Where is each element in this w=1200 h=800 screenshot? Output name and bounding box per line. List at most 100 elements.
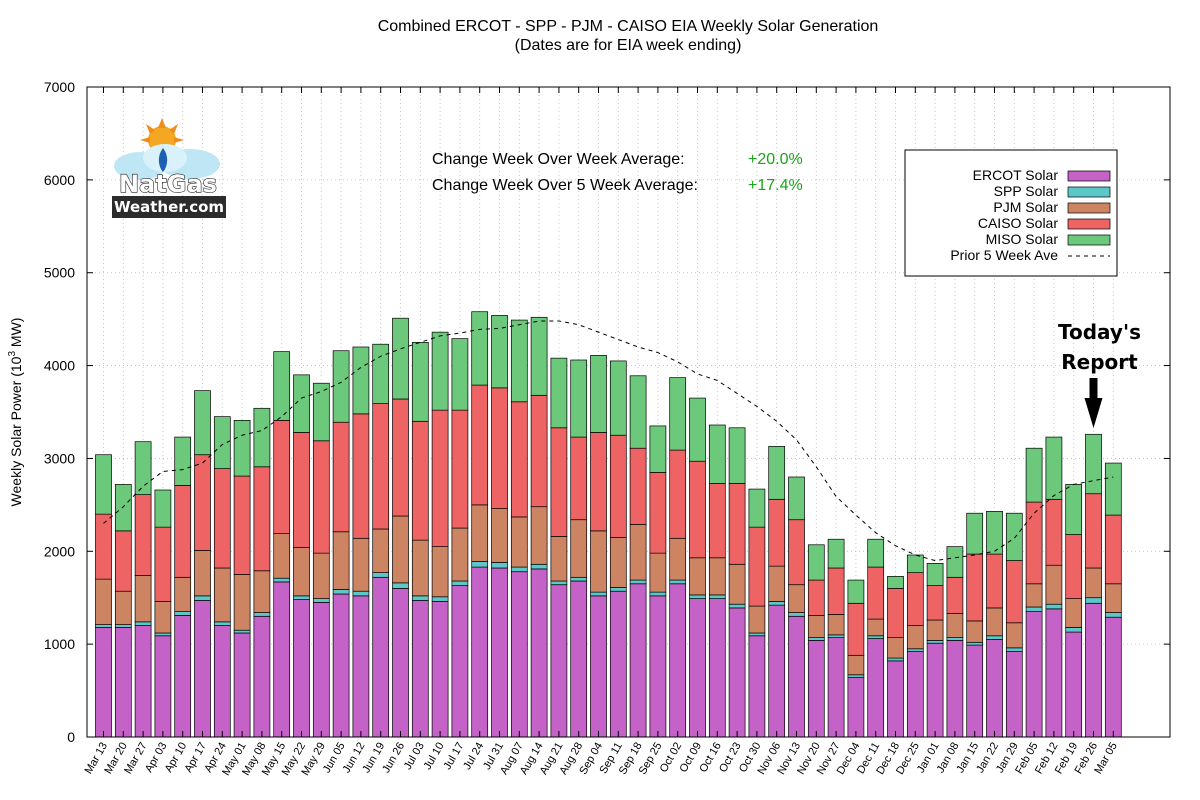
bar-ercot-solar — [1005, 651, 1023, 738]
bar-pjm-solar — [332, 531, 350, 590]
bar-spp-solar — [312, 598, 330, 603]
bar-caiso-solar — [213, 468, 231, 569]
bar-miso-solar — [392, 317, 409, 400]
bar-miso-solar — [1065, 484, 1083, 535]
bar-pjm-solar — [1104, 583, 1122, 613]
bar-pjm-solar — [312, 552, 330, 599]
bar-ercot-solar — [649, 595, 667, 738]
bar-caiso-solar — [1045, 498, 1063, 566]
bar-miso-solar — [273, 351, 291, 421]
bar-miso-solar — [293, 374, 310, 433]
bar-ercot-solar — [609, 590, 627, 738]
bar-spp-solar — [966, 641, 984, 646]
five-week-change-value: +17.4% — [748, 177, 803, 194]
bar-caiso-solar — [1085, 493, 1102, 569]
todays-report-line1: Today's — [1058, 320, 1141, 344]
bar-pjm-solar — [847, 654, 865, 676]
bar-spp-solar — [1104, 612, 1122, 618]
bar-spp-solar — [550, 580, 568, 586]
bar-pjm-solar — [233, 574, 251, 631]
bar-ercot-solar — [807, 640, 825, 738]
bar-pjm-solar — [253, 570, 271, 613]
bar-caiso-solar — [332, 421, 350, 533]
bar-pjm-solar — [669, 537, 687, 581]
bar-pjm-solar — [1005, 622, 1023, 649]
bar-miso-solar — [946, 546, 964, 578]
y-tick-label: 3000 — [44, 450, 75, 466]
bar-spp-solar — [609, 587, 627, 592]
bar-caiso-solar — [174, 485, 192, 578]
bar-miso-solar — [1025, 447, 1043, 503]
bar-caiso-solar — [253, 466, 271, 572]
bar-caiso-solar — [768, 498, 786, 567]
bar-caiso-solar — [530, 394, 548, 508]
bar-spp-solar — [669, 579, 687, 585]
bar-spp-solar — [768, 601, 786, 606]
bar-caiso-solar — [570, 436, 588, 521]
bar-pjm-solar — [966, 620, 984, 643]
bar-miso-solar — [372, 343, 390, 404]
bar-miso-solar — [966, 512, 984, 555]
bar-pjm-solar — [570, 519, 588, 578]
bar-pjm-solar — [273, 533, 291, 579]
bar-caiso-solar — [114, 530, 132, 592]
bar-spp-solar — [867, 635, 885, 639]
bar-pjm-solar — [926, 619, 944, 641]
y-tick-label: 4000 — [44, 358, 75, 374]
bar-ercot-solar — [411, 600, 429, 738]
bar-miso-solar — [491, 315, 508, 389]
bar-ercot-solar — [689, 598, 706, 738]
bar-spp-solar — [887, 657, 904, 662]
bar-ercot-solar — [748, 635, 766, 738]
bar-ercot-solar — [728, 607, 746, 738]
bar-ercot-solar — [966, 644, 984, 738]
bar-pjm-solar — [471, 504, 489, 562]
bar-ercot-solar — [491, 567, 508, 738]
bar-ercot-solar — [530, 568, 548, 738]
y-tick-label: 2000 — [44, 543, 75, 559]
bar-ercot-solar — [134, 625, 152, 738]
bar-ercot-solar — [629, 583, 647, 738]
bar-ercot-solar — [926, 642, 944, 738]
bar-pjm-solar — [1065, 598, 1083, 628]
bar-ercot-solar — [669, 583, 687, 738]
bar-miso-solar — [174, 436, 192, 486]
bar-miso-solar — [1005, 512, 1023, 561]
wow-change-label: Change Week Over Week Average: — [432, 151, 685, 168]
bar-ercot-solar — [114, 627, 132, 738]
bar-ercot-solar — [827, 637, 845, 738]
bar-spp-solar — [906, 648, 924, 652]
bar-pjm-solar — [986, 607, 1003, 637]
bar-miso-solar — [1085, 433, 1102, 495]
bar-ercot-solar — [253, 615, 271, 738]
bar-ercot-solar — [352, 595, 370, 738]
bar-ercot-solar — [451, 585, 469, 738]
bar-miso-solar — [768, 446, 786, 500]
bar-pjm-solar — [590, 530, 607, 593]
bar-caiso-solar — [609, 434, 627, 538]
bar-spp-solar — [233, 629, 251, 634]
bar-ercot-solar — [906, 651, 924, 738]
bar-miso-solar — [847, 579, 865, 604]
bar-spp-solar — [114, 624, 132, 628]
bar-spp-solar — [649, 591, 667, 597]
bar-ercot-solar — [510, 571, 528, 738]
y-tick-label: 1000 — [44, 636, 75, 652]
legend-swatch — [1067, 202, 1111, 214]
bar-miso-solar — [827, 538, 845, 569]
bar-ercot-solar — [887, 660, 904, 738]
bar-spp-solar — [352, 590, 370, 597]
bar-pjm-solar — [451, 527, 469, 582]
bar-miso-solar — [253, 407, 271, 468]
bar-pjm-solar — [867, 618, 885, 637]
bar-miso-solar — [629, 375, 647, 449]
bar-spp-solar — [986, 635, 1003, 640]
bar-ercot-solar — [1045, 608, 1063, 738]
bar-caiso-solar — [986, 553, 1003, 609]
bar-spp-solar — [372, 572, 390, 578]
bar-spp-solar — [332, 589, 350, 595]
bar-pjm-solar — [807, 615, 825, 638]
flame-icon — [158, 148, 168, 172]
bar-pjm-solar — [906, 625, 924, 650]
bar-miso-solar — [471, 311, 489, 386]
